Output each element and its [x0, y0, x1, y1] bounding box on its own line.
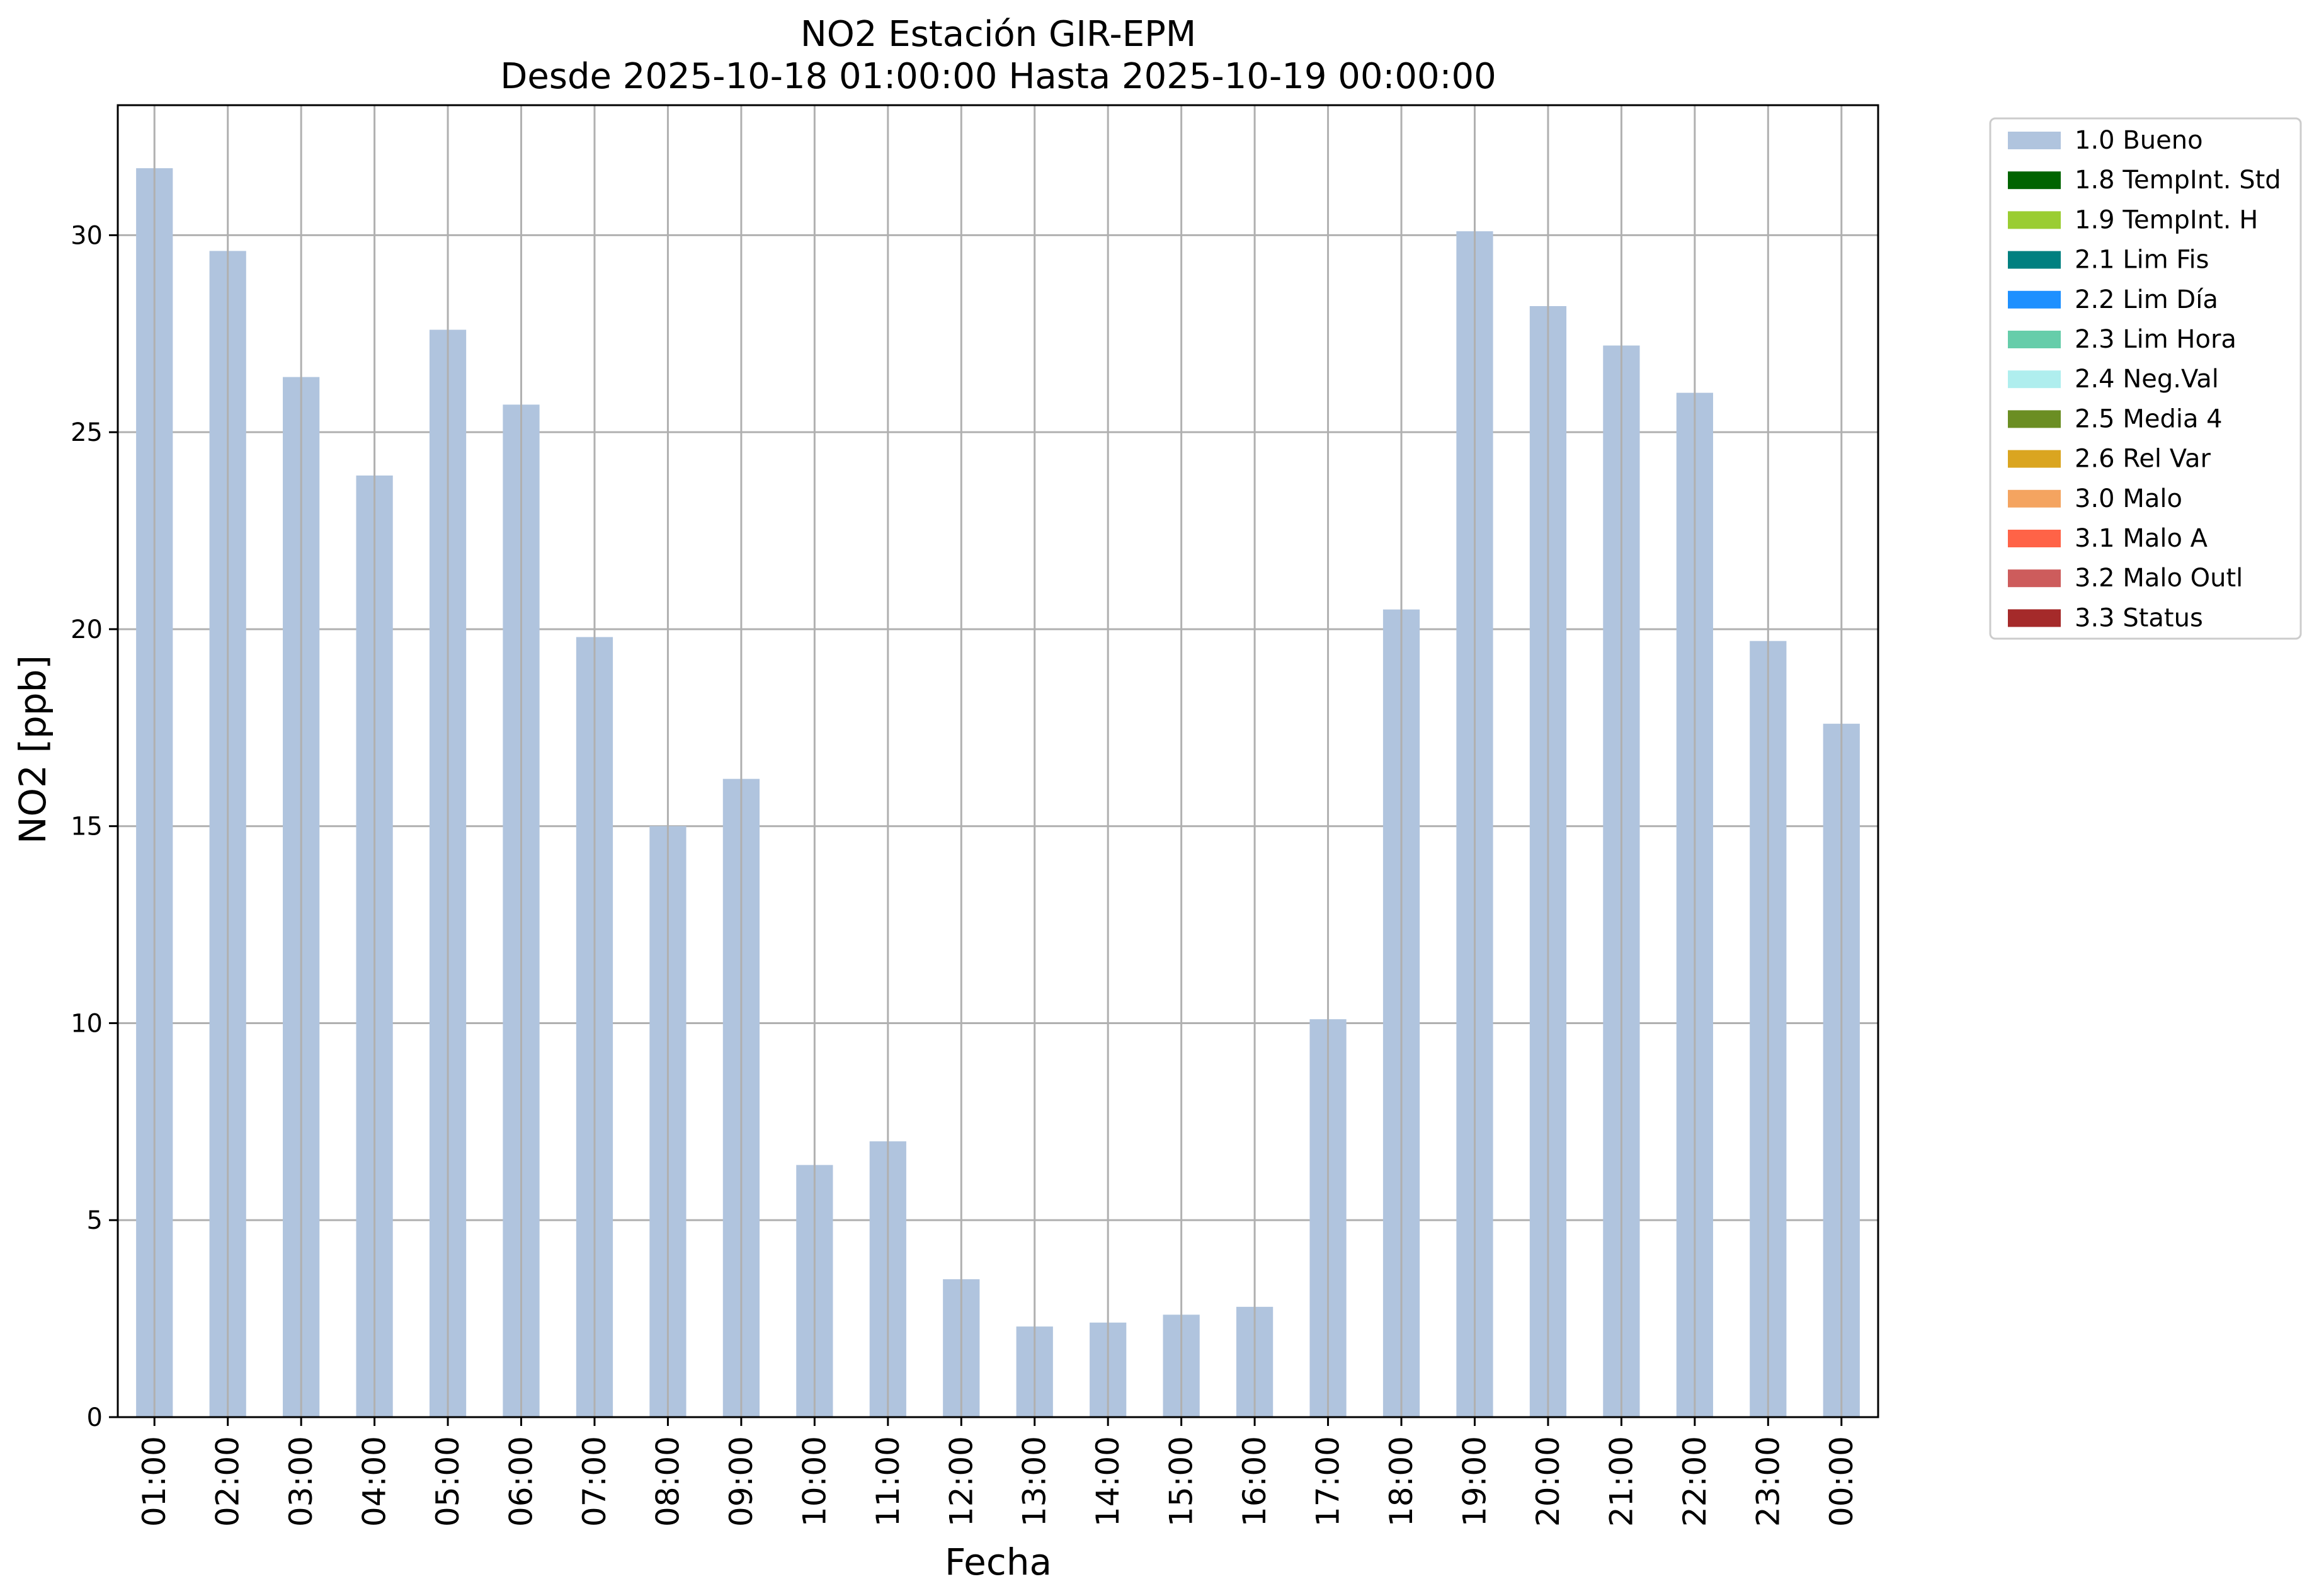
legend: 1.0 Bueno 1.8 TempInt. Std 1.9 TempInt. H 2…: [1989, 117, 2302, 640]
x-tick-label: 01:00: [136, 1436, 173, 1527]
x-tick-label: 09:00: [723, 1436, 760, 1527]
legend-label: 2.1 Lim Fis: [2075, 246, 2209, 275]
legend-label: 1.8 TempInt. Std: [2075, 166, 2281, 195]
legend-swatch: [2008, 331, 2061, 348]
legend-swatch: [2008, 450, 2061, 468]
chart-title: NO2 Estación GIR-EPM: [801, 14, 1196, 55]
legend-swatch: [2008, 609, 2061, 627]
x-tick-label: 18:00: [1383, 1436, 1420, 1527]
legend-swatch: [2008, 132, 2061, 149]
x-tick-label: 20:00: [1530, 1436, 1566, 1527]
x-tick-label: 04:00: [356, 1436, 393, 1527]
y-tick-label: 20: [71, 615, 103, 644]
x-tick-label: 15:00: [1163, 1436, 1200, 1527]
x-tick-label: 11:00: [870, 1436, 906, 1527]
legend-swatch: [2008, 211, 2061, 229]
legend-swatch: [2008, 290, 2061, 309]
x-tick-label: 23:00: [1750, 1436, 1786, 1527]
legend-swatch: [2008, 251, 2061, 269]
legend-label: 3.1 Malo A: [2075, 524, 2208, 553]
x-tick-label: 14:00: [1090, 1436, 1126, 1527]
x-tick-label: 02:00: [210, 1436, 246, 1527]
y-tick-label: 0: [87, 1403, 103, 1432]
legend-label: 3.2 Malo Outl: [2075, 564, 2243, 593]
x-tick-label: 21:00: [1603, 1436, 1639, 1527]
x-tick-label: 03:00: [283, 1436, 319, 1527]
x-tick-label: 13:00: [1017, 1436, 1053, 1527]
legend-label: 1.9 TempInt. H: [2075, 205, 2258, 234]
y-tick-label: 5: [87, 1206, 103, 1235]
legend-label: 2.4 Neg.Val: [2075, 365, 2219, 394]
vertical-grid-lines: [153, 105, 1843, 1417]
y-tick-label: 25: [71, 418, 103, 447]
x-tick-label: 08:00: [649, 1436, 686, 1527]
legend-swatch: [2008, 489, 2061, 508]
legend-label: 3.3 Status: [2075, 603, 2203, 632]
legend-swatch: [2008, 569, 2061, 588]
legend-swatch: [2008, 530, 2061, 547]
y-axis-ticks: 0 5 10 15 20 25 30: [71, 221, 118, 1432]
plot-area: 0 5 10 15 20 25 30 01:00 02:00 03:00 04:00 05:00 06…: [71, 104, 1879, 1527]
x-tick-label: 19:00: [1456, 1436, 1493, 1527]
x-tick-label: 06:00: [503, 1436, 540, 1527]
legend-label: 3.0 Malo: [2075, 484, 2182, 513]
chart-subtitle: Desde 2025-10-18 01:00:00 Hasta 2025-10-…: [500, 56, 1496, 97]
legend-frame: [1989, 117, 2302, 640]
legend-label: 1.0 Bueno: [2075, 126, 2203, 155]
y-axis-label: NO2 [ppb]: [11, 655, 54, 844]
y-tick-label: 15: [71, 812, 103, 841]
x-tick-label: 05:00: [430, 1436, 466, 1527]
x-tick-label: 10:00: [796, 1436, 833, 1527]
legend-label: 2.3 Lim Hora: [2075, 325, 2236, 354]
legend-label: 2.2 Lim Día: [2075, 285, 2218, 314]
x-axis-ticks: 01:00 02:00 03:00 04:00 05:00 06:00 07:00 08:00…: [136, 1417, 1860, 1527]
x-tick-label: 07:00: [576, 1436, 613, 1527]
legend-swatch: [2008, 370, 2061, 389]
y-tick-label: 10: [71, 1009, 103, 1038]
x-axis-label: Fecha: [945, 1541, 1052, 1583]
legend-label: 2.5 Media 4: [2075, 404, 2223, 433]
legend-swatch: [2008, 410, 2061, 428]
x-tick-label: 22:00: [1677, 1436, 1713, 1527]
plot-frame: [117, 104, 1879, 1418]
x-tick-label: 00:00: [1823, 1436, 1860, 1527]
x-tick-label: 16:00: [1236, 1436, 1273, 1527]
legend-label: 2.6 Rel Var: [2075, 445, 2211, 474]
grid-lines: [118, 234, 1878, 1418]
legend-swatch: [2008, 171, 2061, 190]
x-tick-label: 17:00: [1310, 1436, 1347, 1527]
y-tick-label: 30: [71, 221, 103, 250]
x-tick-label: 12:00: [943, 1436, 979, 1527]
